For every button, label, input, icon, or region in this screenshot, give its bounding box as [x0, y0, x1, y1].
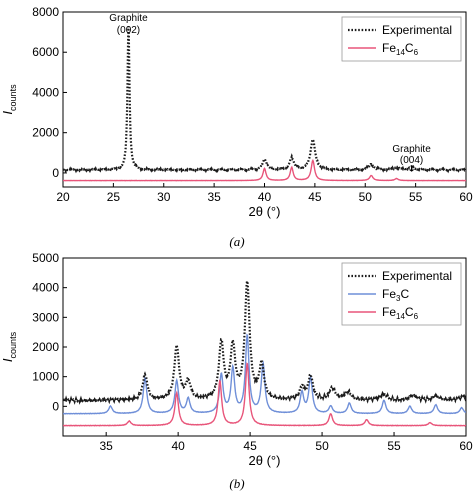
caption-b: (b) — [229, 476, 245, 491]
x-tick-label: 50 — [315, 439, 329, 453]
annotation-arrowhead — [408, 169, 415, 172]
x-tick-label: 20 — [56, 190, 70, 204]
x-tick-label: 55 — [387, 439, 401, 453]
x-tick-label: 30 — [157, 190, 171, 204]
y-tick-label: 8000 — [32, 5, 59, 19]
legend-label: Experimental — [382, 23, 452, 37]
y-tick-label: 5000 — [32, 251, 59, 265]
y-tick-label: 6000 — [32, 45, 59, 59]
y-tick-label: 2000 — [32, 126, 59, 140]
annotation-label: Graphite — [109, 13, 148, 24]
series-line-fe14c6 — [63, 362, 466, 427]
x-tick-label: 40 — [171, 439, 185, 453]
annotation-label: (004) — [400, 155, 423, 166]
x-tick-label: 55 — [409, 190, 423, 204]
y-axis-label: Icounts — [0, 331, 18, 362]
x-tick-label: 45 — [308, 190, 322, 204]
panel-b: 35 40 45 50 55 60 0 1000 2000 3000 4000 5000 2θ (°) I… — [0, 251, 473, 468]
legend-box — [341, 16, 462, 62]
y-tick-label: 0 — [52, 166, 59, 180]
y-tick-label: 2000 — [32, 340, 59, 354]
y-tick-label: 0 — [52, 399, 59, 413]
legend-label: Fe14C6 — [382, 305, 419, 321]
series-line-experimental — [63, 26, 466, 174]
x-tick-label: 60 — [459, 439, 473, 453]
series-line-experimental — [63, 279, 466, 405]
legend-label: Fe3C — [382, 287, 409, 303]
x-tick-label: 25 — [107, 190, 121, 204]
caption-a: (a) — [229, 234, 245, 249]
annotation-label: Graphite — [392, 144, 431, 155]
legend-label: Experimental — [382, 269, 452, 283]
x-axis-label: 2θ (°) — [249, 204, 281, 219]
y-tick-label: 4000 — [32, 281, 59, 295]
x-tick-label: 60 — [459, 190, 473, 204]
series-line-fe14c6 — [63, 158, 466, 182]
y-tick-label: 4000 — [32, 85, 59, 99]
x-tick-label: 50 — [359, 190, 373, 204]
x-tick-label: 40 — [258, 190, 272, 204]
y-tick-label: 1000 — [32, 370, 59, 384]
panel-a: 20 25 30 35 40 45 50 55 60 0 2000 4000 6000 8000 2θ (°… — [0, 5, 473, 219]
x-tick-label: 35 — [99, 439, 113, 453]
y-tick-label: 3000 — [32, 310, 59, 324]
annotation-label: (002) — [117, 25, 140, 36]
legend-label: Fe14C6 — [382, 41, 419, 57]
x-tick-label: 45 — [243, 439, 257, 453]
y-axis-label: Icounts — [0, 84, 18, 115]
x-axis-label: 2θ (°) — [249, 453, 281, 468]
x-tick-label: 35 — [207, 190, 221, 204]
